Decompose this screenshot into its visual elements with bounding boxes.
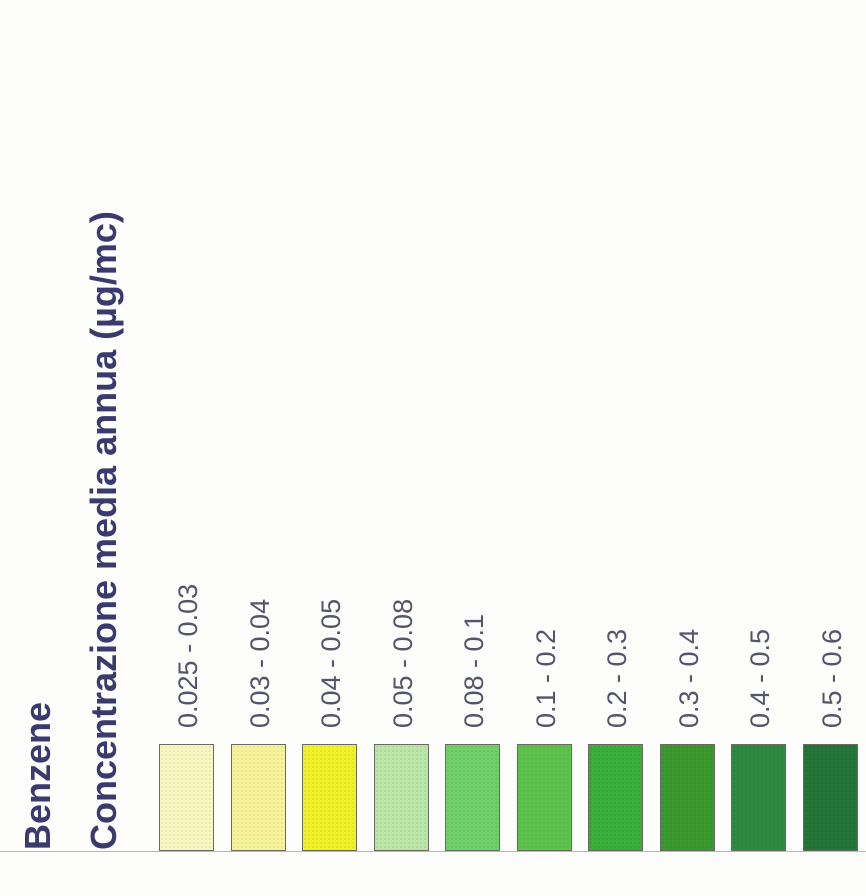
legend-swatch: [445, 744, 500, 851]
legend-swatch: [588, 744, 643, 851]
legend-range-label: 0.03 - 0.04: [244, 598, 275, 728]
legend-range-label: 0.05 - 0.08: [387, 598, 418, 728]
legend-swatch: [302, 744, 357, 851]
legend-swatch: [731, 744, 786, 851]
legend-range-label: 0.1 - 0.2: [530, 628, 561, 728]
legend-swatch: [659, 744, 715, 851]
legend-range-label: 0.4 - 0.5: [745, 628, 775, 728]
legend-swatch: [373, 744, 429, 851]
legend-swatch: [802, 744, 858, 851]
legend-range-label: 0.04 - 0.05: [316, 598, 346, 728]
legend-range-label: 0.5 - 0.6: [816, 628, 847, 728]
legend-range-label: 0.3 - 0.4: [673, 628, 704, 728]
legend-swatch: [516, 744, 572, 851]
legend-range-label: 0.2 - 0.3: [602, 628, 632, 728]
legend-title: Benzene: [17, 701, 58, 850]
legend-subtitle: Concentrazione media annua (µg/mc): [83, 211, 124, 850]
legend-range-label: 0.08 - 0.1: [459, 613, 489, 728]
baseline-rule: [0, 851, 866, 852]
legend-range-label: 0.025 - 0.03: [173, 583, 203, 728]
legend-swatch: [230, 744, 286, 851]
legend-swatch: [159, 744, 214, 851]
